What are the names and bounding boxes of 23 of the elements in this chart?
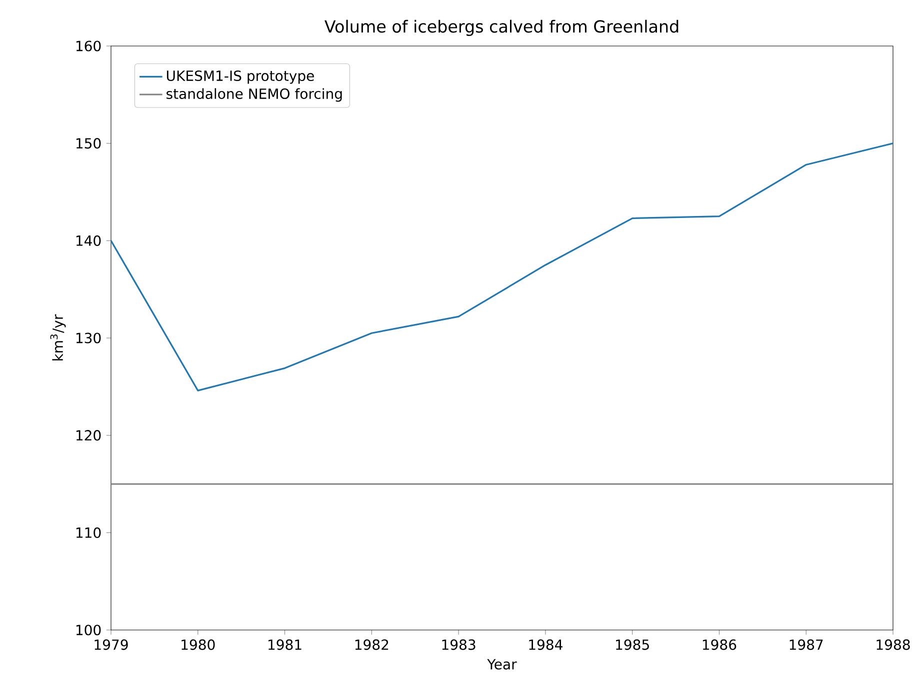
x-tick-label: 1987 [790,639,823,650]
legend-label: standalone NEMO forcing [166,88,342,102]
x-tick-label: 1988 [876,639,910,650]
x-tick-label: 1984 [529,639,562,650]
x-tick-label: 1979 [94,639,128,650]
y-tick-label: 160 [76,40,101,52]
y-tick-label: 120 [76,430,101,441]
x-tick-label: 1986 [702,639,736,650]
y-tick-label: 110 [76,527,101,538]
x-axis-title: Year [487,659,517,670]
y-tick-label: 130 [76,332,101,344]
line-series [111,142,894,392]
y-tick-label: 140 [76,235,101,246]
x-tick-label: 1980 [182,639,215,650]
x-tick-label: 1983 [442,639,476,650]
y-tick-label: 100 [76,624,101,636]
y-axis-title: km$^{3}$/yr [50,314,66,360]
x-tick-label: 1982 [355,639,388,650]
legend-label: UKESM1-IS prototype [166,70,314,84]
x-tick-label: 1981 [268,639,302,650]
y-tick-label: 150 [76,138,101,149]
x-tick-label: 1985 [616,639,649,650]
chart-title: Volume of icebergs calved from Greenland [324,20,678,36]
